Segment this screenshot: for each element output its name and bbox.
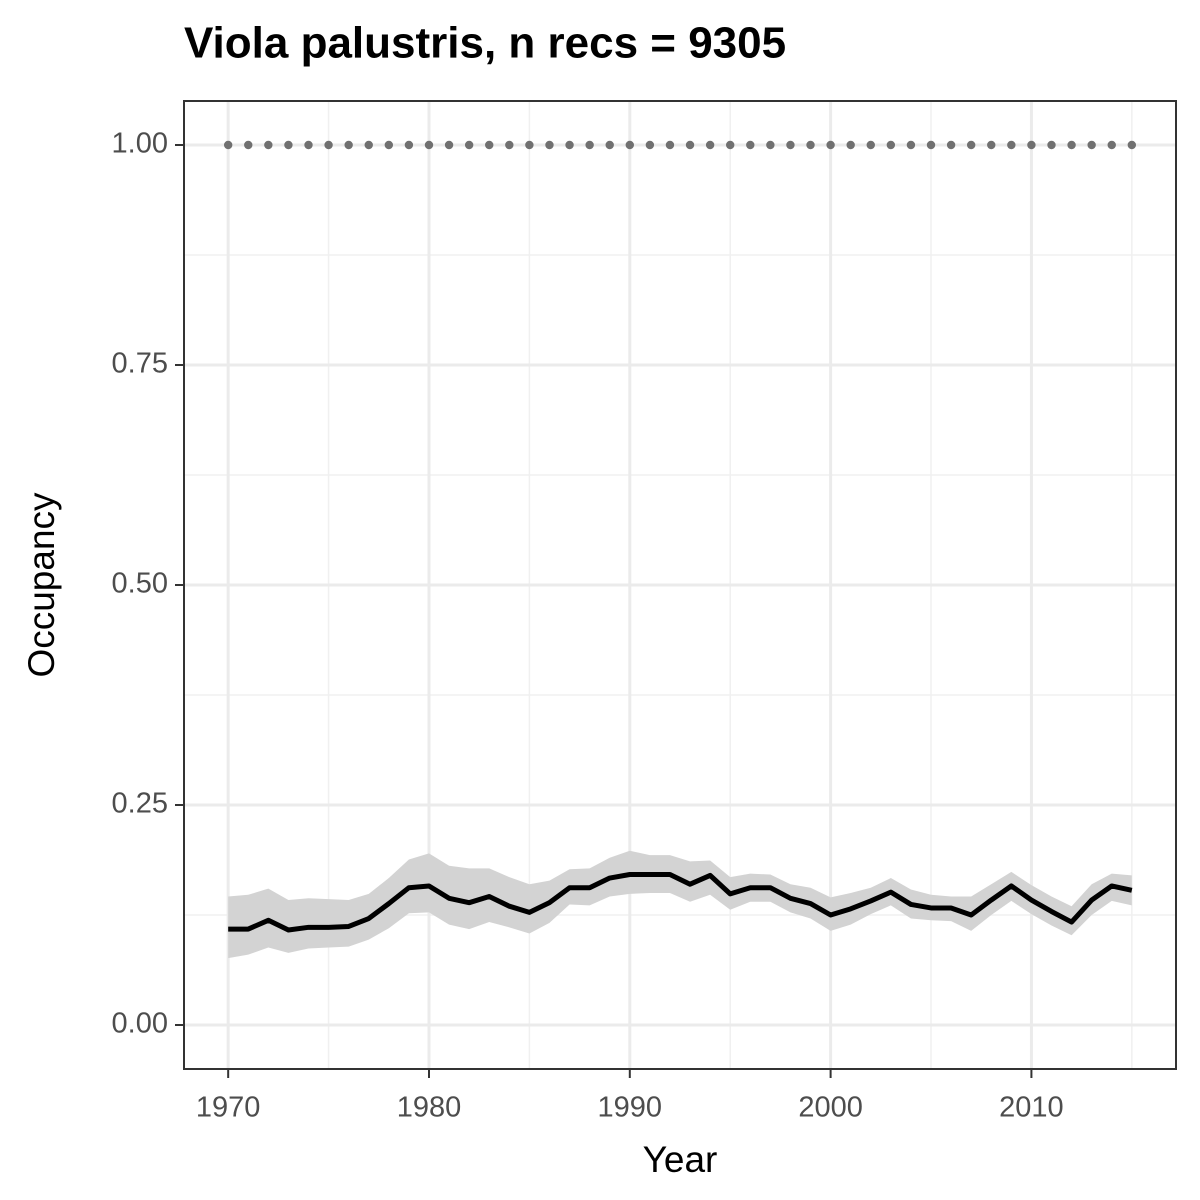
dot (886, 140, 896, 150)
dot (1027, 140, 1036, 150)
y-tick-label: 0.00 (112, 1008, 168, 1040)
dot (404, 140, 414, 150)
dot (926, 140, 936, 150)
dot (946, 140, 956, 150)
dot (1007, 140, 1016, 150)
plot-border (183, 100, 1177, 1070)
dot (605, 140, 614, 150)
dot (364, 140, 373, 150)
dot (846, 140, 855, 150)
dot (324, 140, 333, 150)
dot (1087, 140, 1096, 150)
dot (223, 140, 233, 150)
dot (505, 140, 514, 150)
dot (766, 140, 775, 150)
dot (866, 140, 875, 150)
dot (685, 140, 695, 150)
dot (746, 140, 755, 150)
x-tick-label: 2010 (999, 1092, 1064, 1124)
dot (705, 140, 715, 150)
dot (525, 140, 534, 150)
y-axis-title: Occupancy (21, 492, 62, 678)
dot (906, 140, 916, 150)
x-axis-title: Year (643, 1139, 718, 1180)
dot (464, 140, 474, 150)
dot (726, 140, 735, 150)
dot (1047, 140, 1056, 150)
dot (565, 140, 574, 150)
dot (987, 140, 996, 150)
y-tick-label: 0.75 (112, 348, 168, 380)
dot (786, 140, 795, 150)
dot (1107, 140, 1116, 150)
x-tick-label: 1970 (196, 1092, 261, 1124)
x-tick-label: 1980 (397, 1092, 462, 1124)
dot (1127, 140, 1137, 150)
dot (304, 140, 313, 150)
chart-title: Viola palustris, n recs = 9305 (184, 19, 786, 68)
dot (806, 140, 815, 150)
dot (384, 140, 394, 150)
dot (585, 140, 594, 150)
dot (444, 140, 454, 150)
dot (485, 140, 494, 150)
y-tick-label: 1.00 (112, 128, 168, 160)
x-tick-label: 2000 (798, 1092, 863, 1124)
confidence-band (228, 850, 1132, 959)
dot (545, 140, 554, 150)
dot (665, 140, 675, 150)
dot (424, 140, 434, 150)
dot (284, 140, 293, 150)
dot (826, 140, 835, 150)
x-tick-label: 1990 (598, 1092, 663, 1124)
dot (1067, 140, 1076, 150)
dot (344, 140, 353, 150)
dot (625, 140, 634, 150)
dot (645, 140, 655, 150)
y-tick-label: 0.25 (112, 788, 168, 820)
y-tick-label: 0.50 (112, 568, 168, 600)
dot (244, 140, 253, 150)
line (228, 872, 1133, 933)
dot (966, 140, 976, 150)
dot (264, 140, 273, 150)
